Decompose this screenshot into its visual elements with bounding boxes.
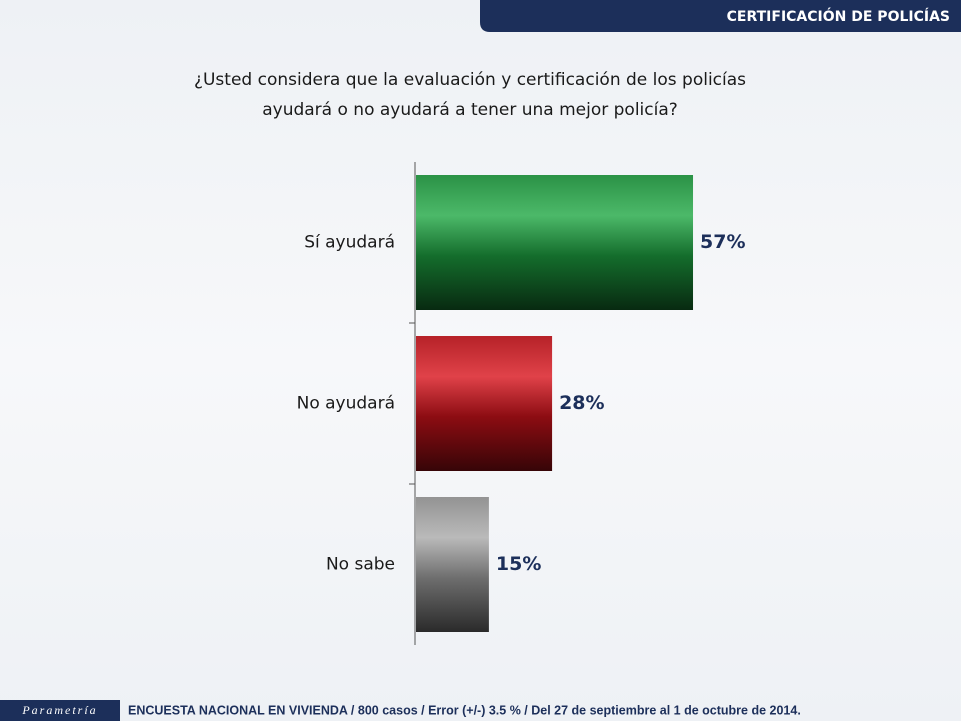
data-label: 57% (700, 231, 745, 253)
logo: Parametría (21, 703, 97, 717)
bar (416, 336, 553, 471)
category-label: No ayudará (297, 394, 395, 414)
footnote: ENCUESTA NACIONAL EN VIVIENDA / 800 caso… (128, 703, 801, 717)
chart-title: ayudará o no ayudará a tener una mejor p… (262, 100, 678, 120)
category-label: Sí ayudará (304, 233, 395, 253)
data-label: 15% (496, 553, 541, 575)
bar (416, 497, 489, 632)
header-bar (480, 0, 961, 32)
bar (416, 175, 694, 310)
category-label: No sabe (326, 555, 395, 575)
header-title: CERTIFICACIÓN DE POLICÍAS (727, 7, 950, 25)
chart-title: ¿Usted considera que la evaluación y cer… (194, 70, 746, 90)
logo-box (0, 700, 120, 721)
data-label: 28% (559, 392, 604, 414)
